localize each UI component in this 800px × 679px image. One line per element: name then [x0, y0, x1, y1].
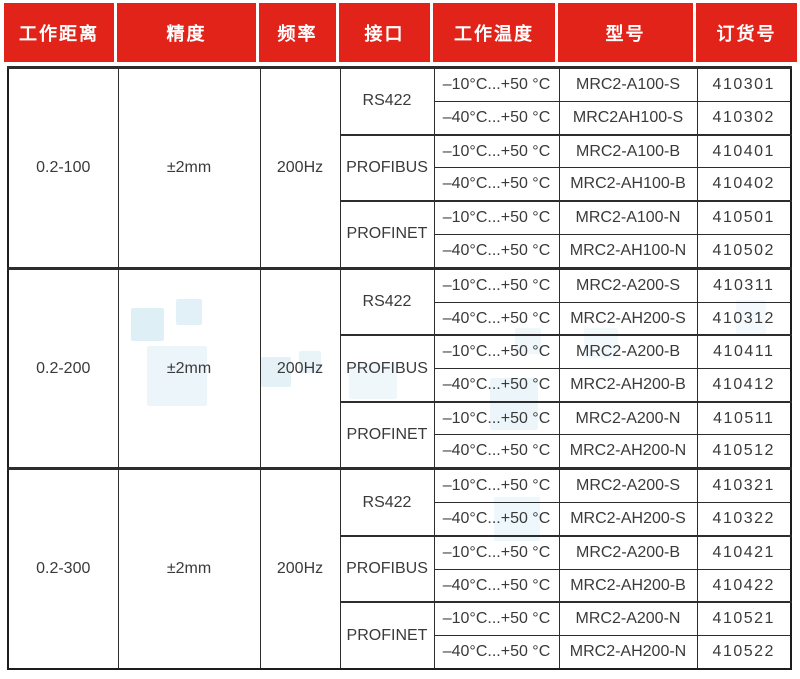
order-no-cell: 410301	[696, 65, 792, 103]
distance-cell: 0.2-300	[7, 467, 119, 670]
temperature-cell: –40°C...+50 °C	[433, 368, 560, 403]
order-no-cell: 410311	[696, 266, 792, 303]
order-no-cell: 410501	[696, 200, 792, 235]
table-row: –40°C...+50 °C MRC2AH100-S 410302	[8, 101, 792, 136]
accuracy-cell: ±2mm	[117, 467, 261, 670]
model-cell: MRC2-A200-N	[558, 400, 698, 436]
model-cell: MRC2AH100-S	[558, 101, 698, 136]
temperature-cell: –40°C...+50 °C	[433, 502, 560, 537]
temperature-cell: –10°C...+50 °C	[433, 266, 560, 303]
model-cell: MRC2-A100-N	[558, 200, 698, 235]
table-row: –40°C...+50 °C MRC2-AH200-B 410412	[8, 368, 792, 403]
temperature-cell: –10°C...+50 °C	[433, 535, 560, 570]
interface-cell: RS422	[339, 65, 435, 136]
spec-table-body: 0.2-100 ±2mm 200Hz RS422 –10°C...+50 °C MRC2-…	[7, 65, 792, 670]
order-no-cell: 410512	[696, 434, 792, 470]
temperature-cell: –40°C...+50 °C	[433, 233, 560, 269]
temperature-cell: –40°C...+50 °C	[433, 635, 560, 670]
interface-cell: PROFINET	[339, 601, 435, 670]
distance-cell: 0.2-100	[7, 66, 119, 269]
model-cell: MRC2-AH100-N	[558, 233, 698, 269]
order-no-cell: 410522	[696, 635, 792, 670]
model-cell: MRC2-A200-S	[558, 266, 698, 303]
table-row: –40°C...+50 °C MRC2-AH200-N 410522	[8, 635, 792, 670]
temperature-cell: –10°C...+50 °C	[433, 467, 560, 504]
temperature-cell: –10°C...+50 °C	[433, 133, 560, 169]
column-header-accuracy: 精度	[117, 3, 259, 62]
accuracy-cell: ±2mm	[117, 66, 261, 269]
table-row: 0.2-200 ±2mm 200Hz RS422 –10°C...+50 °C MRC2-…	[7, 266, 792, 470]
model-cell: MRC2-AH100-B	[558, 167, 698, 202]
interface-cell: PROFIBUS	[339, 334, 435, 403]
table-row: 0.2-100 ±2mm 200Hz RS422 –10°C...+50 °C MRC2-…	[7, 65, 792, 269]
table-row: PROFINET –10°C...+50 °C MRC2-A200-N 410521	[8, 601, 792, 670]
order-no-cell: 410521	[696, 601, 792, 637]
interface-cell: PROFIBUS	[339, 535, 435, 603]
frequency-cell: 200Hz	[259, 266, 341, 470]
frequency-cell: 200Hz	[259, 66, 341, 269]
column-header-frequency: 频率	[259, 3, 339, 62]
order-no-cell: 410401	[696, 133, 792, 169]
table-row: PROFIBUS –10°C...+50 °C MRC2-A200-B 410411	[8, 334, 792, 403]
order-no-cell: 410411	[696, 334, 792, 370]
interface-cell: PROFIBUS	[339, 133, 435, 202]
model-cell: MRC2-AH200-B	[558, 368, 698, 403]
accuracy-cell: ±2mm	[117, 266, 261, 470]
model-cell: MRC2-AH200-N	[558, 635, 698, 670]
table-row: 0.2-300 ±2mm 200Hz RS422 –10°C...+50 °C MRC2-…	[7, 467, 792, 670]
table-row: PROFINET –10°C...+50 °C MRC2-A200-N 410511	[8, 400, 792, 470]
table-row: –40°C...+50 °C MRC2-AH200-S 410322	[8, 502, 792, 537]
temperature-cell: –10°C...+50 °C	[433, 601, 560, 637]
column-header-interface: 接口	[339, 3, 433, 62]
order-no-cell: 410412	[696, 368, 792, 403]
spec-table: 0.2-100 ±2mm 200Hz RS422 –10°C...+50 °C MRC2-…	[7, 65, 792, 670]
temperature-cell: –40°C...+50 °C	[433, 434, 560, 470]
temperature-cell: –40°C...+50 °C	[433, 301, 560, 336]
order-no-cell: 410312	[696, 301, 792, 336]
interface-cell: PROFINET	[339, 200, 435, 269]
model-cell: MRC2-AH200-S	[558, 301, 698, 336]
temperature-cell: –40°C...+50 °C	[433, 101, 560, 136]
frequency-cell: 200Hz	[259, 467, 341, 670]
temperature-cell: –40°C...+50 °C	[433, 568, 560, 603]
header-row: 工作距离 精度 频率 接口 工作温度 型号 订货号	[4, 3, 797, 62]
model-cell: MRC2-AH200-B	[558, 568, 698, 603]
order-no-cell: 410302	[696, 101, 792, 136]
interface-cell: PROFINET	[339, 400, 435, 470]
table-row: PROFIBUS –10°C...+50 °C MRC2-A200-B 410421	[8, 535, 792, 603]
model-cell: MRC2-A200-B	[558, 535, 698, 570]
model-cell: MRC2-A200-B	[558, 334, 698, 370]
model-cell: MRC2-A100-S	[558, 65, 698, 103]
table-row: PROFINET –10°C...+50 °C MRC2-A100-N 410501	[8, 200, 792, 269]
column-header-distance: 工作距离	[4, 3, 117, 62]
model-cell: MRC2-AH200-S	[558, 502, 698, 537]
temperature-cell: –10°C...+50 °C	[433, 334, 560, 370]
interface-cell: RS422	[339, 266, 435, 336]
model-cell: MRC2-AH200-N	[558, 434, 698, 470]
model-cell: MRC2-A200-N	[558, 601, 698, 637]
order-no-cell: 410422	[696, 568, 792, 603]
table-row: –40°C...+50 °C MRC2-AH200-S 410312	[8, 301, 792, 336]
model-cell: MRC2-A100-B	[558, 133, 698, 169]
model-cell: MRC2-A200-S	[558, 467, 698, 504]
column-header-temperature: 工作温度	[433, 3, 558, 62]
interface-cell: RS422	[339, 467, 435, 537]
table-row: –40°C...+50 °C MRC2-AH100-N 410502	[8, 233, 792, 269]
distance-cell: 0.2-200	[7, 266, 119, 470]
order-no-cell: 410322	[696, 502, 792, 537]
order-no-cell: 410502	[696, 233, 792, 269]
order-no-cell: 410321	[696, 467, 792, 504]
order-no-cell: 410402	[696, 167, 792, 202]
order-no-cell: 410511	[696, 400, 792, 436]
temperature-cell: –10°C...+50 °C	[433, 200, 560, 235]
temperature-cell: –10°C...+50 °C	[433, 65, 560, 103]
temperature-cell: –10°C...+50 °C	[433, 400, 560, 436]
column-header-order_no: 订货号	[696, 3, 797, 62]
table-row: –40°C...+50 °C MRC2-AH200-B 410422	[8, 568, 792, 603]
order-no-cell: 410421	[696, 535, 792, 570]
temperature-cell: –40°C...+50 °C	[433, 167, 560, 202]
column-header-model: 型号	[558, 3, 696, 62]
